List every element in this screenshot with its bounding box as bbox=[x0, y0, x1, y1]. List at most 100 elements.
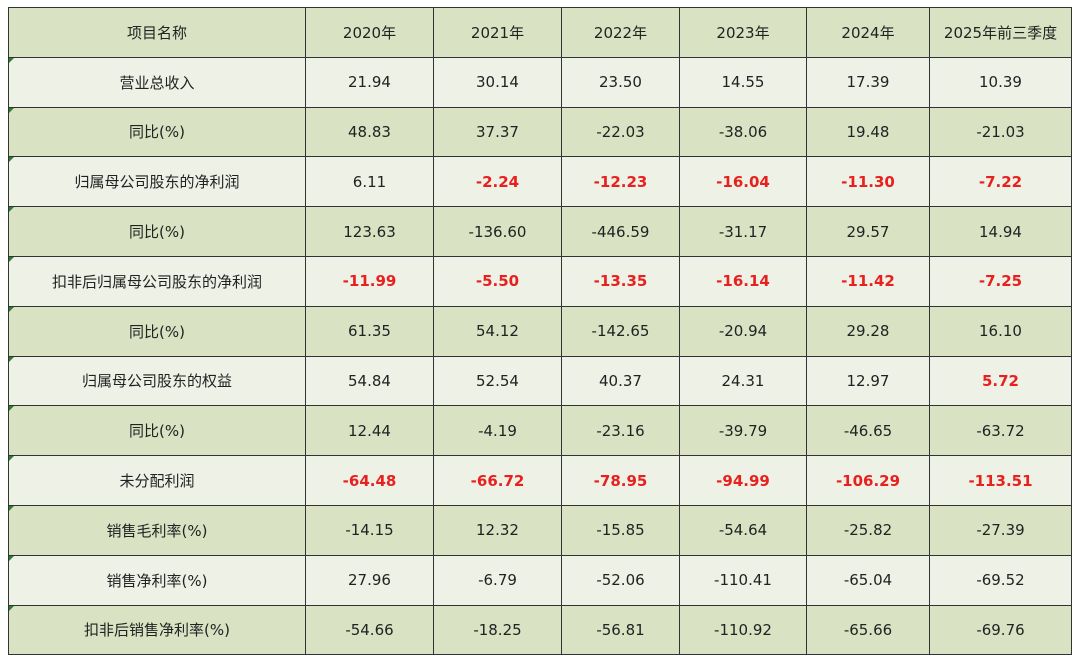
table-cell: -31.17 bbox=[679, 206, 807, 257]
row-label: 归属母公司股东的净利润 bbox=[8, 156, 306, 208]
table-cell: -106.29 bbox=[806, 455, 930, 506]
table-row: 营业总收入 21.94 30.14 23.50 14.55 17.39 10.39 bbox=[8, 56, 1072, 108]
table-row: 扣非后归属母公司股东的净利润 -11.99 -5.50 -13.35 -16.14 -11… bbox=[8, 255, 1072, 307]
table-cell: -69.52 bbox=[929, 554, 1072, 606]
table-row: 销售净利率(%) 27.96 -6.79 -52.06 -110.41 -65.04 -69… bbox=[8, 554, 1072, 606]
table-cell: -13.35 bbox=[561, 255, 680, 307]
table-row: 同比(%) 123.63 -136.60 -446.59 -31.17 29.57 14.9… bbox=[8, 206, 1072, 257]
table-cell: -23.16 bbox=[561, 405, 680, 457]
row-label: 扣非后销售净利率(%) bbox=[8, 604, 306, 656]
table-cell: 12.44 bbox=[305, 405, 434, 457]
row-label: 扣非后归属母公司股东的净利润 bbox=[8, 255, 306, 307]
table-cell: -110.92 bbox=[679, 604, 807, 656]
table-cell: -39.79 bbox=[679, 405, 807, 457]
table-cell: -7.25 bbox=[929, 255, 1072, 307]
table-row: 归属母公司股东的净利润 6.11 -2.24 -12.23 -16.04 -11.30 -7… bbox=[8, 156, 1072, 208]
table-cell: 5.72 bbox=[929, 355, 1072, 407]
row-label: 归属母公司股东的权益 bbox=[8, 355, 306, 407]
table-cell: -14.15 bbox=[305, 504, 434, 556]
header-period: 2025年前三季度 bbox=[929, 7, 1072, 58]
table-cell: -65.66 bbox=[806, 604, 930, 656]
table-cell: 23.50 bbox=[561, 56, 680, 108]
header-period: 2022年 bbox=[561, 7, 680, 58]
header-period: 2020年 bbox=[305, 7, 434, 58]
table-cell: -65.04 bbox=[806, 554, 930, 606]
table-cell: -21.03 bbox=[929, 106, 1072, 158]
table-cell: 19.48 bbox=[806, 106, 930, 158]
table-cell: 54.84 bbox=[305, 355, 434, 407]
header-period: 2021年 bbox=[433, 7, 562, 58]
row-label: 销售毛利率(%) bbox=[8, 504, 306, 556]
table-cell: -142.65 bbox=[561, 305, 680, 357]
row-label: 同比(%) bbox=[8, 405, 306, 457]
table-cell: -94.99 bbox=[679, 455, 807, 506]
financial-table-container: 项目名称 2020年 2021年 2022年 2023年 2024年 2025年前三季度 营业… bbox=[8, 7, 1072, 656]
table-row: 扣非后销售净利率(%) -54.66 -18.25 -56.81 -110.92 -65.… bbox=[8, 604, 1072, 656]
table-cell: 29.57 bbox=[806, 206, 930, 257]
row-label: 营业总收入 bbox=[8, 56, 306, 108]
table-cell: 29.28 bbox=[806, 305, 930, 357]
table-cell: -11.99 bbox=[305, 255, 434, 307]
table-cell: -7.22 bbox=[929, 156, 1072, 208]
table-cell: -136.60 bbox=[433, 206, 562, 257]
table-cell: -4.19 bbox=[433, 405, 562, 457]
financial-table: 项目名称 2020年 2021年 2022年 2023年 2024年 2025年前三季度 营业… bbox=[8, 7, 1072, 656]
table-cell: 10.39 bbox=[929, 56, 1072, 108]
table-row: 同比(%) 61.35 54.12 -142.65 -20.94 29.28 16.10 bbox=[8, 305, 1072, 357]
table-cell: -11.42 bbox=[806, 255, 930, 307]
table-cell: -113.51 bbox=[929, 455, 1072, 506]
row-label: 同比(%) bbox=[8, 305, 306, 357]
table-cell: -6.79 bbox=[433, 554, 562, 606]
table-cell: -12.23 bbox=[561, 156, 680, 208]
table-cell: -69.76 bbox=[929, 604, 1072, 656]
row-label: 同比(%) bbox=[8, 206, 306, 257]
table-cell: -18.25 bbox=[433, 604, 562, 656]
table-cell: 61.35 bbox=[305, 305, 434, 357]
table-row: 同比(%) 48.83 37.37 -22.03 -38.06 19.48 -21.03 bbox=[8, 106, 1072, 158]
row-label: 未分配利润 bbox=[8, 455, 306, 506]
table-cell: -15.85 bbox=[561, 504, 680, 556]
table-cell: -20.94 bbox=[679, 305, 807, 357]
table-cell: -16.04 bbox=[679, 156, 807, 208]
table-cell: -11.30 bbox=[806, 156, 930, 208]
table-cell: 12.32 bbox=[433, 504, 562, 556]
table-cell: 17.39 bbox=[806, 56, 930, 108]
table-row: 同比(%) 12.44 -4.19 -23.16 -39.79 -46.65 -63.72 bbox=[8, 405, 1072, 457]
header-period: 2024年 bbox=[806, 7, 930, 58]
table-cell: 52.54 bbox=[433, 355, 562, 407]
table-cell: 54.12 bbox=[433, 305, 562, 357]
table-cell: 16.10 bbox=[929, 305, 1072, 357]
table-cell: -38.06 bbox=[679, 106, 807, 158]
table-header-row: 项目名称 2020年 2021年 2022年 2023年 2024年 2025年前三季度 bbox=[8, 7, 1072, 58]
table-cell: 37.37 bbox=[433, 106, 562, 158]
table-cell: 14.55 bbox=[679, 56, 807, 108]
table-cell: 21.94 bbox=[305, 56, 434, 108]
table-cell: -66.72 bbox=[433, 455, 562, 506]
table-cell: 12.97 bbox=[806, 355, 930, 407]
table-cell: 6.11 bbox=[305, 156, 434, 208]
table-cell: -27.39 bbox=[929, 504, 1072, 556]
table-cell: -54.66 bbox=[305, 604, 434, 656]
table-row: 归属母公司股东的权益 54.84 52.54 40.37 24.31 12.97 5.72 bbox=[8, 355, 1072, 407]
table-cell: -16.14 bbox=[679, 255, 807, 307]
table-cell: 40.37 bbox=[561, 355, 680, 407]
table-cell: -54.64 bbox=[679, 504, 807, 556]
table-cell: -46.65 bbox=[806, 405, 930, 457]
table-cell: 123.63 bbox=[305, 206, 434, 257]
row-label: 同比(%) bbox=[8, 106, 306, 158]
row-label: 销售净利率(%) bbox=[8, 554, 306, 606]
table-cell: 30.14 bbox=[433, 56, 562, 108]
table-cell: 48.83 bbox=[305, 106, 434, 158]
table-cell: -22.03 bbox=[561, 106, 680, 158]
table-cell: -64.48 bbox=[305, 455, 434, 506]
table-cell: -78.95 bbox=[561, 455, 680, 506]
table-cell: -110.41 bbox=[679, 554, 807, 606]
table-cell: -446.59 bbox=[561, 206, 680, 257]
table-cell: -2.24 bbox=[433, 156, 562, 208]
table-row: 销售毛利率(%) -14.15 12.32 -15.85 -54.64 -25.82 -27… bbox=[8, 504, 1072, 556]
table-cell: -5.50 bbox=[433, 255, 562, 307]
table-cell: 24.31 bbox=[679, 355, 807, 407]
header-item-name: 项目名称 bbox=[8, 7, 306, 58]
table-cell: 27.96 bbox=[305, 554, 434, 606]
table-row: 未分配利润 -64.48 -66.72 -78.95 -94.99 -106.29 -113… bbox=[8, 455, 1072, 506]
